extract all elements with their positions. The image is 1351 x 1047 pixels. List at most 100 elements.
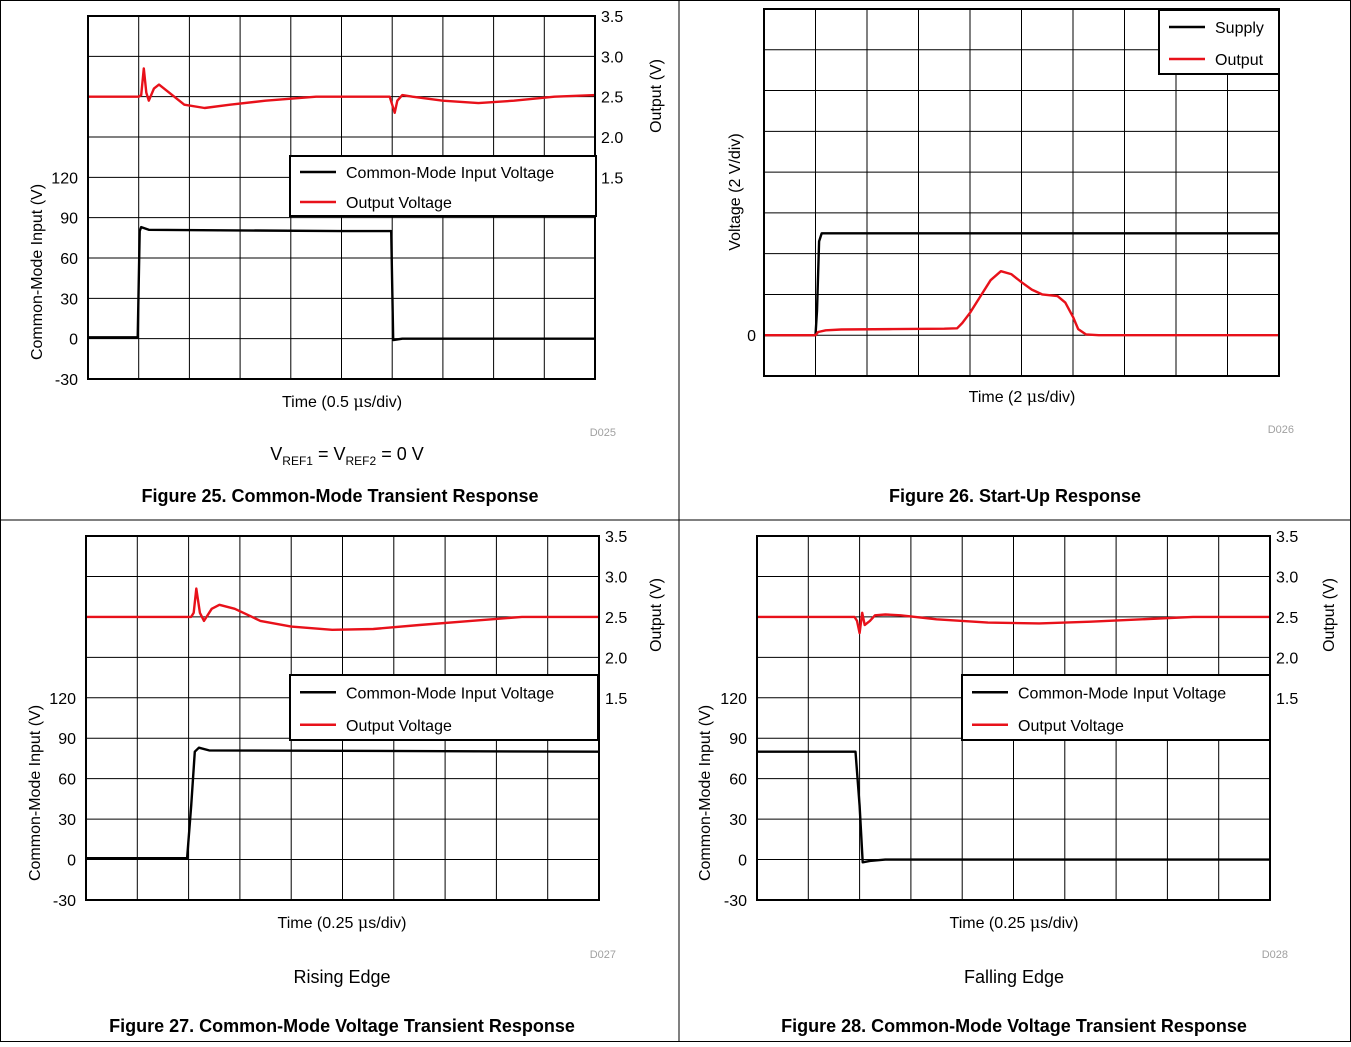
y-left-tick-label: 30 <box>58 812 76 829</box>
y-left-tick-label: 120 <box>49 691 76 708</box>
y-left-tick-label: 60 <box>58 772 76 789</box>
figure-caption: Figure 28. Common-Mode Voltage Transient… <box>781 1016 1247 1036</box>
x-axis-label-suffix: s/div) <box>364 394 402 411</box>
y-left-tick-label: 0 <box>67 853 76 870</box>
y-left-tick-label: 0 <box>69 332 78 349</box>
x-axis-label-suffix: s/div) <box>1037 389 1075 406</box>
legend-box <box>1158 9 1280 75</box>
y-right-tick-label: 3.0 <box>1276 569 1298 586</box>
y-left-tick-label: 90 <box>729 731 747 748</box>
y-left-tick-label: 0 <box>738 853 747 870</box>
y-axis-label-left: Common-Mode Input (V) <box>697 705 714 881</box>
legend-label: Common-Mode Input Voltage <box>346 165 554 182</box>
y-right-tick-label: 3.0 <box>601 49 623 66</box>
legend-box <box>289 155 597 217</box>
y-right-tick-label: 2.5 <box>1276 610 1298 627</box>
y-axis-label-left: Common-Mode Input (V) <box>27 705 44 881</box>
x-axis-label: Time (2 μs/div) <box>969 387 1076 406</box>
legend-box <box>289 674 599 741</box>
y-right-tick-label: 2.5 <box>601 90 623 107</box>
x-axis-label-suffix: s/div) <box>1040 915 1078 932</box>
legend-label: Common-Mode Input Voltage <box>346 685 554 702</box>
figure-code: D025 <box>590 427 616 439</box>
x-axis-label-mu: μ <box>353 392 363 411</box>
x-axis-label: Time (0.25 μs/div) <box>278 913 407 932</box>
legend-label: Output Voltage <box>346 195 452 212</box>
series-line-output-voltage <box>757 611 1270 635</box>
y-left-tick-label: -30 <box>55 372 78 389</box>
y-right-tick-label: 2.0 <box>601 130 623 147</box>
y-axis-label-right: Output (V) <box>648 59 665 133</box>
chart-panel-28: 120 90 60 30 0 -30 3.5 3.0 2.5 2.0 1.5 Output (V) Co… <box>697 529 1338 1036</box>
condition-part: = 0 V <box>376 444 424 464</box>
legend: Common-Mode Input Voltage Output Voltage <box>289 155 597 217</box>
y-left-tick-label: 30 <box>729 812 747 829</box>
y-left-tick-label: -30 <box>724 893 747 910</box>
chart-panel-25: 120 90 60 30 0 -30 3.5 3.0 2.5 2.0 1.5 Output (V) Co… <box>29 9 665 506</box>
y-right-tick-label: 3.5 <box>601 9 623 26</box>
x-axis-label-mu: μ <box>358 913 368 932</box>
legend-label: Output Voltage <box>1018 718 1124 735</box>
y-left-tick-label: 120 <box>51 170 78 187</box>
y-left-tick-label: 60 <box>729 772 747 789</box>
y-left-tick-label: 90 <box>58 731 76 748</box>
x-axis-label: Time (0.5 μs/div) <box>282 392 402 411</box>
legend-label: Supply <box>1215 20 1264 37</box>
series-line-output-voltage <box>88 67 596 114</box>
condition-part: REF1 <box>282 454 313 468</box>
x-axis-label-prefix: Time (0.25 <box>278 915 358 932</box>
series-line-output <box>764 270 1279 337</box>
x-axis-label-prefix: Time (0.5 <box>282 394 353 411</box>
figure-caption: Figure 25. Common-Mode Transient Respons… <box>141 486 538 506</box>
legend-box <box>961 674 1271 741</box>
y-right-tick-label: 2.5 <box>605 610 627 627</box>
condition-part: V <box>270 444 282 464</box>
legend: Common-Mode Input Voltage Output Voltage <box>961 674 1271 741</box>
x-axis-label-mu: μ <box>1027 387 1037 406</box>
y-right-tick-label: 2.0 <box>1276 650 1298 667</box>
plot-grid <box>764 9 1279 376</box>
legend: Common-Mode Input Voltage Output Voltage <box>289 674 599 741</box>
y-right-tick-label: 1.5 <box>1276 691 1298 708</box>
x-axis-label-prefix: Time (0.25 <box>950 915 1030 932</box>
y-right-tick-label: 3.5 <box>1276 529 1298 546</box>
figure-caption: Figure 27. Common-Mode Voltage Transient… <box>109 1016 575 1036</box>
figure-code: D026 <box>1268 424 1294 436</box>
y-tick-label: 0 <box>747 328 756 345</box>
series-line-common-mode-input-voltage <box>88 225 595 342</box>
plot-area-border <box>763 8 1280 377</box>
y-left-tick-label: 30 <box>60 291 78 308</box>
y-right-tick-label: 2.0 <box>605 650 627 667</box>
legend-label: Output <box>1215 52 1264 69</box>
y-left-tick-label: -30 <box>53 893 76 910</box>
condition-part: = V <box>313 444 346 464</box>
legend: Supply Output <box>1158 9 1280 75</box>
series-line-common-mode-input-voltage <box>86 746 600 860</box>
x-axis-label-suffix: s/div) <box>368 915 406 932</box>
condition-text: Rising Edge <box>293 967 390 987</box>
chart-panel-27: 120 90 60 30 0 -30 3.5 3.0 2.5 2.0 1.5 Output (V) Co… <box>27 529 665 1036</box>
condition-text: Falling Edge <box>964 967 1064 987</box>
series-line-common-mode-input-voltage <box>757 750 1270 864</box>
x-axis-label-mu: μ <box>1030 913 1040 932</box>
figure-code: D027 <box>590 949 616 961</box>
figure-caption: Figure 26. Start-Up Response <box>889 486 1141 506</box>
y-axis-label-right: Output (V) <box>648 578 665 652</box>
chart-panel-26: 0 Voltage (2 V/div) Time (2 μs/div) Supply O… <box>727 8 1294 506</box>
condition-part: REF2 <box>346 454 377 468</box>
y-right-tick-label: 3.5 <box>605 529 627 546</box>
figure-code: D028 <box>1262 949 1288 961</box>
x-axis-label: Time (0.25 μs/div) <box>950 913 1079 932</box>
y-right-tick-label: 3.0 <box>605 569 627 586</box>
y-right-tick-label: 1.5 <box>605 691 627 708</box>
y-axis-label-left: Voltage (2 V/div) <box>727 133 744 250</box>
y-left-tick-label: 60 <box>60 251 78 268</box>
series-line-output-voltage <box>86 587 599 631</box>
legend-label: Common-Mode Input Voltage <box>1018 685 1226 702</box>
y-left-tick-label: 90 <box>60 211 78 228</box>
legend-label: Output Voltage <box>346 718 452 735</box>
y-axis-label-right: Output (V) <box>1321 578 1338 652</box>
